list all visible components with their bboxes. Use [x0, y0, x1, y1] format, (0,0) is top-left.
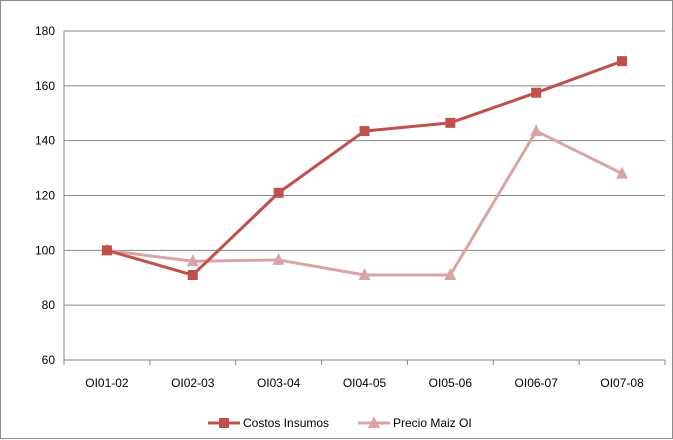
x-tick-label: OI05-06 — [429, 376, 473, 390]
series-precio-maiz-oi — [100, 124, 629, 281]
y-tick-label: 100 — [35, 243, 55, 257]
legend-item-precio-maiz-oi: Precio Maiz OI — [358, 416, 472, 430]
x-tick-label: OI01-02 — [85, 376, 129, 390]
data-point-costos-insumos — [187, 270, 198, 281]
legend-label: Precio Maiz OI — [393, 416, 472, 430]
legend-label: Costos Insumos — [243, 416, 329, 430]
legend-marker — [219, 418, 229, 428]
axes — [63, 31, 666, 365]
x-tick-label: OI02-03 — [171, 376, 215, 390]
x-tick-label: OI07-08 — [600, 376, 644, 390]
y-tick-label: 60 — [42, 353, 56, 367]
y-tick-label: 180 — [35, 24, 55, 38]
data-point-costos-insumos — [531, 87, 542, 98]
x-tick-label: OI04-05 — [343, 376, 387, 390]
series-line-precio-maiz-oi — [106, 129, 623, 277]
gridlines — [64, 30, 665, 361]
legend-item-costos-insumos: Costos Insumos — [208, 416, 329, 430]
y-axis-tick-labels: 60 80 100 120 140 160 180 — [35, 24, 55, 367]
legend-marker — [368, 416, 380, 428]
x-tick-label: OI03-04 — [257, 376, 301, 390]
series-costos-insumos — [101, 56, 628, 281]
data-point-precio-maiz-oi — [358, 268, 371, 281]
series-lines — [100, 56, 629, 281]
y-tick-label: 160 — [35, 79, 55, 93]
data-point-precio-maiz-oi — [444, 268, 457, 281]
data-point-costos-insumos — [617, 56, 628, 67]
data-point-precio-maiz-oi — [186, 254, 199, 267]
data-point-precio-maiz-oi — [530, 124, 543, 137]
data-point-costos-insumos — [273, 187, 284, 198]
y-tick-label: 80 — [42, 298, 56, 312]
data-point-costos-insumos — [101, 245, 112, 256]
legend: Costos Insumos Precio Maiz OI — [208, 416, 472, 430]
y-tick-label: 140 — [35, 134, 55, 148]
data-point-costos-insumos — [359, 126, 370, 137]
x-axis-tick-labels: OI01-02 OI02-03 OI03-04 OI04-05 OI05-06 OI06-… — [85, 376, 644, 390]
data-point-costos-insumos — [445, 117, 456, 128]
series-line-costos-insumos — [106, 59, 623, 277]
y-tick-label: 120 — [35, 189, 55, 203]
data-point-precio-maiz-oi — [616, 166, 629, 179]
x-tick-label: OI06-07 — [515, 376, 559, 390]
data-point-precio-maiz-oi — [272, 252, 285, 265]
